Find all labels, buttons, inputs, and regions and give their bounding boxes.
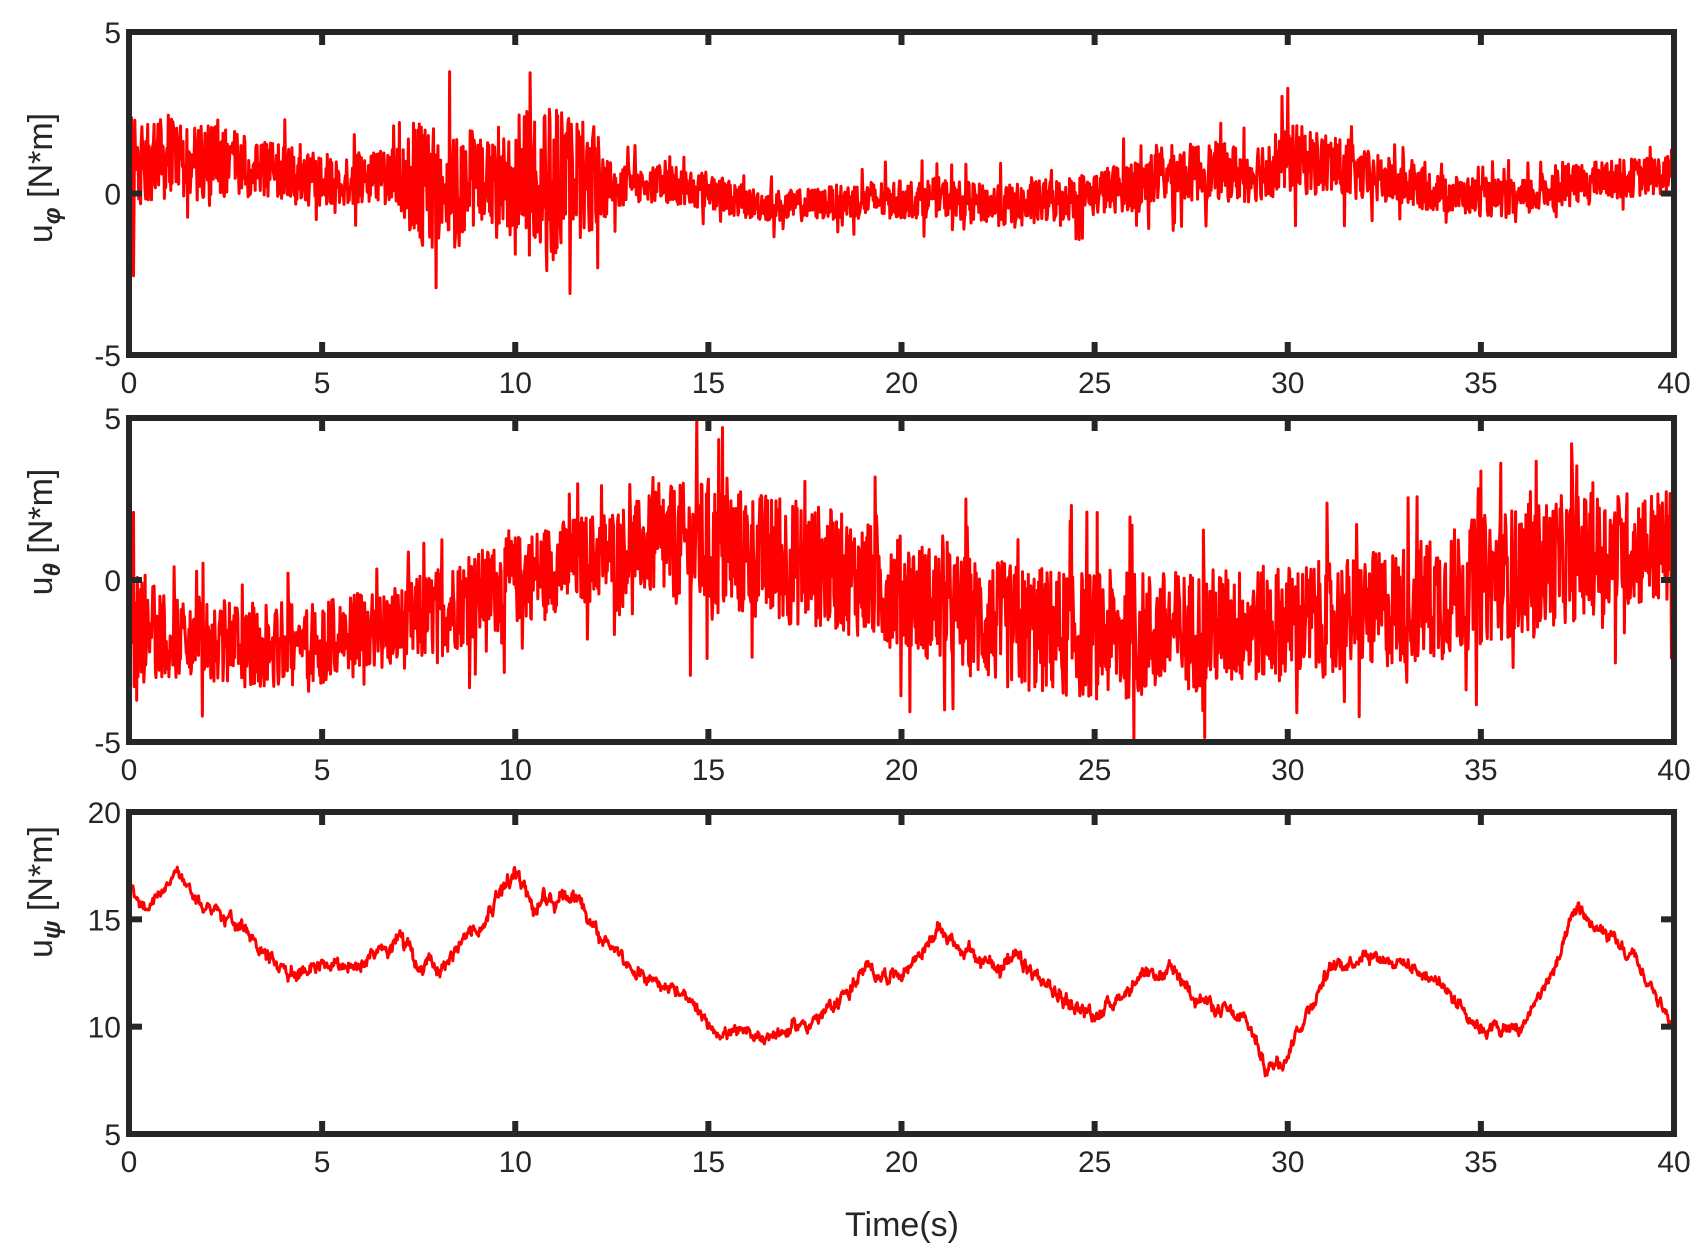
x-tick-label: 35 (1464, 367, 1497, 400)
panel-u-theta: 0 5 10 15 20 25 30 35 40 -505 uθ [N*m] (22, 403, 1691, 787)
panel-u-phi: 0 5 10 15 20 25 30 35 40 -505 uφ [N*m] (22, 17, 1691, 400)
plot-area-u-theta (126, 415, 1677, 745)
x-tick-label: 0 (121, 1146, 138, 1179)
y-axis-u-phi: -5 0 5 (94, 17, 1674, 373)
y-tick-label: -5 (94, 727, 121, 760)
x-tick-label: 40 (1657, 754, 1690, 787)
x-tick-label: 25 (1078, 754, 1111, 787)
x-axis-label-time: Time(s) (845, 1206, 959, 1244)
y-tick-label: 5 (104, 403, 121, 436)
series-line (129, 418, 1674, 742)
x-tick-label: 10 (499, 367, 532, 400)
y-axis-u-theta: -5 0 5 (94, 403, 1674, 760)
x-tick-label: 15 (692, 367, 725, 400)
y-axis-label-u-phi: uφ [N*m] (22, 113, 66, 243)
y-axis-label-u-psi: uψ [N*m] (22, 826, 66, 958)
plot-area-u-psi (126, 809, 1677, 1137)
y-tick-label: -5 (94, 340, 121, 373)
series-line (129, 70, 1674, 295)
x-tick-label: 20 (885, 754, 918, 787)
x-axis-u-psi: 0 5 10 15 20 25 30 35 40 (121, 812, 1691, 1179)
y-tick-label: 5 (104, 17, 121, 50)
x-tick-label: 20 (885, 1146, 918, 1179)
y-axis-u-psi: 5 10 15 20 (88, 797, 1674, 1152)
x-tick-label: 40 (1657, 1146, 1690, 1179)
x-tick-label: 20 (885, 367, 918, 400)
y-tick-label: 0 (104, 565, 121, 598)
x-tick-label: 30 (1271, 1146, 1304, 1179)
y-tick-label: 0 (104, 179, 121, 212)
x-tick-label: 30 (1271, 754, 1304, 787)
plot-area-u-phi (126, 29, 1677, 358)
y-axis-label-u-theta: uθ [N*m] (22, 469, 66, 596)
y-tick-label: 15 (88, 904, 121, 937)
x-tick-label: 35 (1464, 754, 1497, 787)
x-tick-label: 25 (1078, 1146, 1111, 1179)
x-tick-label: 40 (1657, 367, 1690, 400)
x-tick-label: 15 (692, 1146, 725, 1179)
x-tick-label: 0 (121, 754, 138, 787)
x-tick-label: 10 (499, 1146, 532, 1179)
series-line (129, 865, 1674, 1078)
x-tick-label: 5 (314, 367, 331, 400)
x-tick-label: 5 (314, 754, 331, 787)
x-tick-label: 30 (1271, 367, 1304, 400)
y-tick-label: 10 (88, 1012, 121, 1045)
x-tick-label: 0 (121, 367, 138, 400)
y-tick-label: 20 (88, 797, 121, 830)
x-tick-label: 10 (499, 754, 532, 787)
x-tick-label: 35 (1464, 1146, 1497, 1179)
x-tick-label: 15 (692, 754, 725, 787)
x-tick-label: 25 (1078, 367, 1111, 400)
y-tick-label: 5 (104, 1119, 121, 1152)
x-tick-label: 5 (314, 1146, 331, 1179)
